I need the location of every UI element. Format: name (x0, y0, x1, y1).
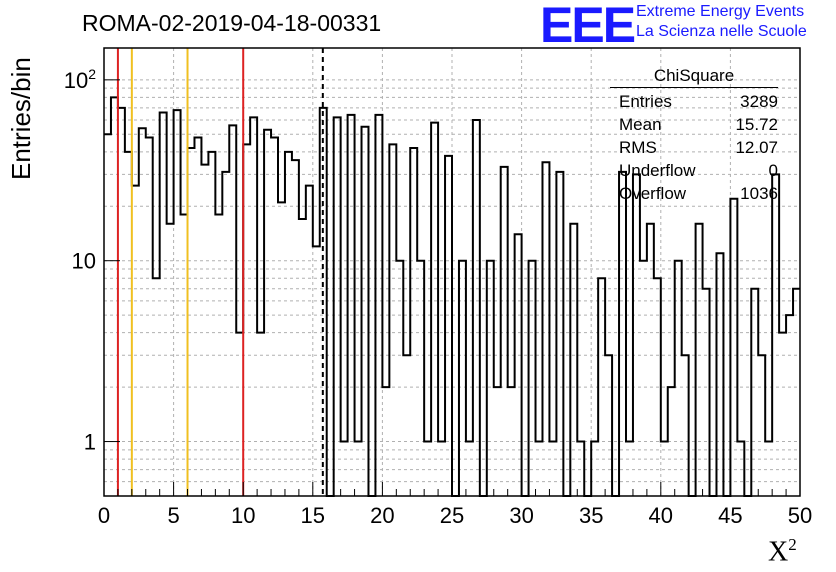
x-tick-label: 35 (579, 503, 603, 528)
stats-row-underflow: Underflow 0 (619, 161, 778, 180)
histogram-series (104, 96, 800, 497)
stats-row-rms: RMS 12.07 (619, 138, 778, 157)
x-tick-label: 15 (301, 503, 325, 528)
x-tick-label: 45 (718, 503, 742, 528)
x-tick-label: 20 (370, 503, 394, 528)
stats-row-mean: Mean 15.72 (619, 115, 778, 134)
y-tick-label: 1 (84, 430, 96, 455)
chart-title: ROMA-02-2019-04-18-00331 (82, 10, 382, 36)
y-axis-label: Entries/bin (6, 57, 36, 180)
y-tick-label: 102 (64, 66, 96, 93)
x-tick-label: 40 (649, 503, 673, 528)
x-tick-label: 10 (231, 503, 255, 528)
x-tick-label: 0 (98, 503, 110, 528)
stats-title: ChiSquare (610, 66, 778, 88)
logo-line-1: Extreme Energy Events (636, 3, 805, 20)
eee-logo: EEE (540, 0, 636, 53)
logo-line-2: La Scienza nelle Scuole (636, 23, 807, 40)
x-tick-label: 30 (509, 503, 533, 528)
x-tick-label: 5 (167, 503, 179, 528)
x-axis-label: X2 (768, 535, 797, 568)
stats-row-overflow: Overflow 1036 (619, 184, 778, 203)
stats-box: ChiSquare Entries 3289 Mean 15.72 RMS 12.07… (610, 66, 778, 205)
y-tick-label: 10 (72, 249, 96, 274)
x-tick-label: 25 (440, 503, 464, 528)
x-tick-label: 50 (788, 503, 812, 528)
stats-row-entries: Entries 3289 (619, 92, 778, 111)
